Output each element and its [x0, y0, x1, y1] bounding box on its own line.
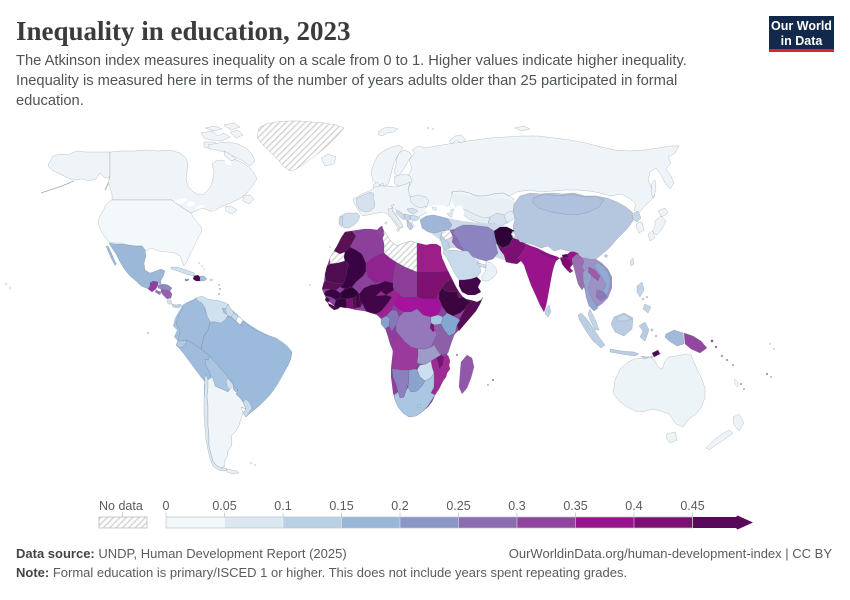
svg-text:No data: No data: [99, 499, 143, 513]
svg-text:0.25: 0.25: [446, 499, 470, 513]
svg-text:0.4: 0.4: [625, 499, 642, 513]
svg-text:0.05: 0.05: [212, 499, 236, 513]
svg-text:0.2: 0.2: [391, 499, 408, 513]
svg-text:0.1: 0.1: [274, 499, 291, 513]
svg-text:0.15: 0.15: [329, 499, 353, 513]
svg-text:0.3: 0.3: [508, 499, 525, 513]
svg-text:0.45: 0.45: [680, 499, 704, 513]
svg-text:0.35: 0.35: [563, 499, 587, 513]
svg-text:0: 0: [163, 499, 170, 513]
